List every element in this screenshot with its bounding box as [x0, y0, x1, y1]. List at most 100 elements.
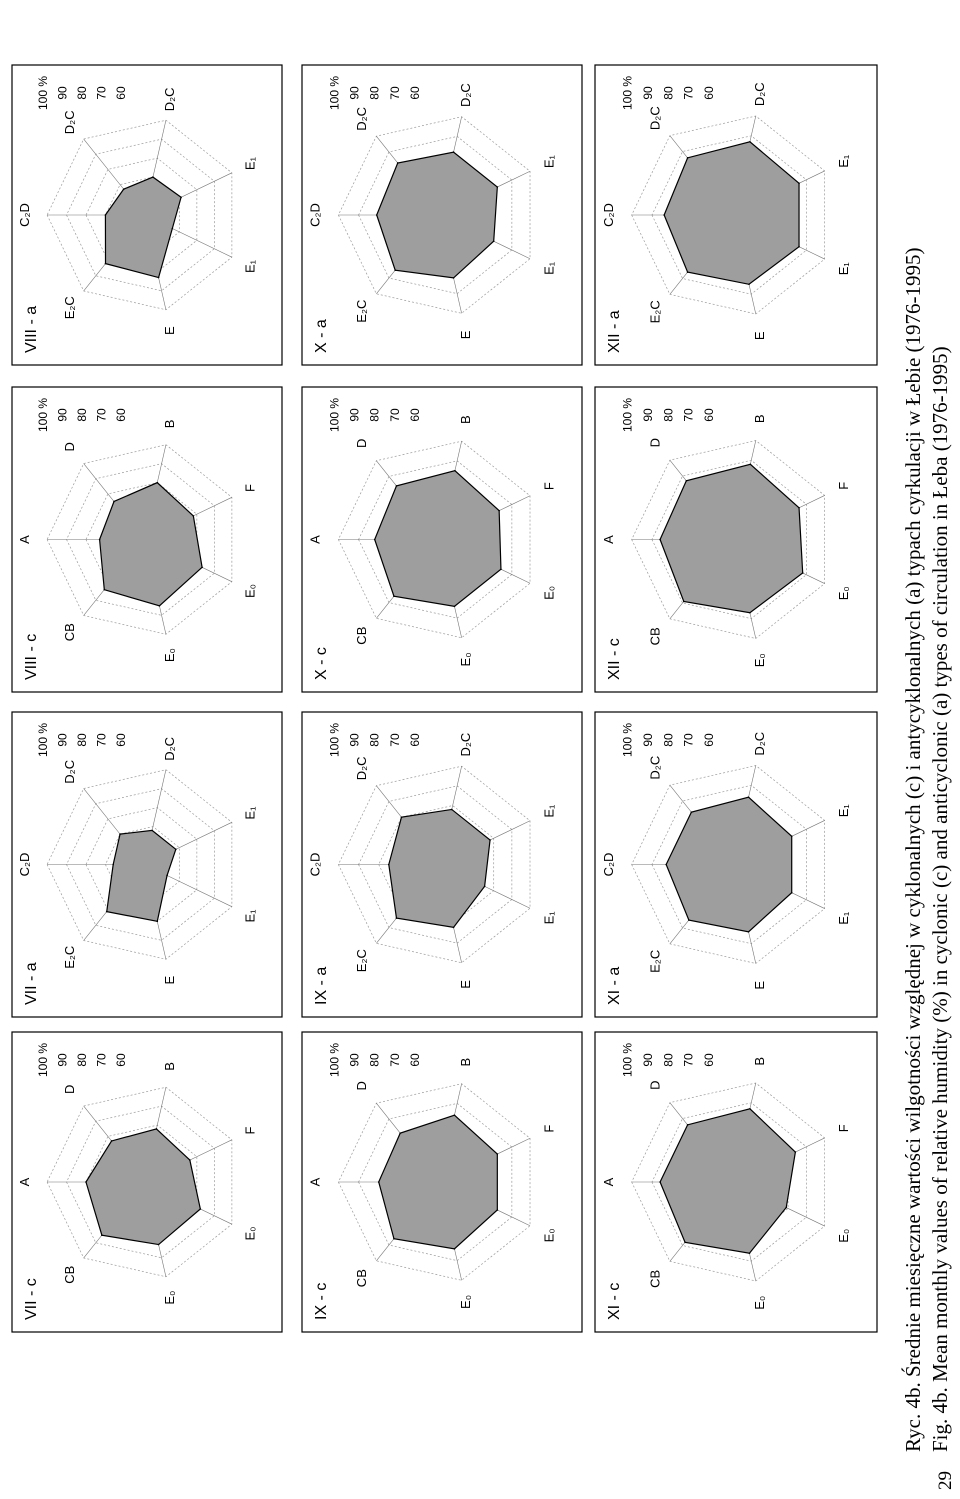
ring-tick-label: 60: [114, 86, 128, 100]
axis-label: E₀: [836, 1229, 851, 1243]
data-point: [151, 829, 153, 832]
axis-label: C₂D: [601, 853, 616, 877]
panel-title: IX - c: [313, 1283, 330, 1320]
radar-panel: 60 70 80 90 100 % A CB E₀ E₀ F B D XII - c: [594, 386, 878, 693]
data-point: [683, 600, 685, 603]
ring-tick-label: 70: [682, 408, 696, 422]
ring-tick-label: 100 %: [621, 723, 635, 757]
data-point: [794, 1151, 797, 1153]
data-point: [399, 1132, 402, 1134]
ring-tick-label: 80: [75, 408, 89, 422]
data-point: [688, 919, 690, 921]
ring-tick-label: 60: [408, 1053, 422, 1067]
data-point: [749, 1107, 751, 1110]
ring-tick-label: 60: [114, 1053, 128, 1067]
axis-label: F: [243, 484, 258, 492]
axis-label: CB: [354, 627, 369, 645]
axis-label: D₂C: [647, 106, 662, 130]
ring-tick-label: 90: [348, 733, 362, 747]
data-point: [156, 481, 159, 484]
axis-label: D₂C: [62, 760, 77, 784]
data-point: [798, 182, 800, 185]
data-point: [749, 611, 751, 614]
data-point: [801, 572, 804, 574]
ring-tick-label: 60: [408, 733, 422, 747]
data-point: [104, 262, 107, 265]
axis-label: E₀: [541, 586, 556, 600]
data-point: [400, 816, 403, 819]
axis-label: C₂D: [601, 203, 616, 227]
caption-english: Fig. 4b. Mean monthly values of relative…: [928, 346, 952, 1452]
data-point: [113, 500, 115, 503]
grid-ring: [631, 115, 825, 315]
axis-label: E₀: [541, 1228, 556, 1242]
grid-ring: [85, 1124, 198, 1240]
axis-label: E₀: [243, 1226, 258, 1240]
ring-tick-label: 90: [56, 408, 70, 422]
data-point: [663, 214, 665, 216]
axis-label: E: [162, 326, 177, 335]
data-point: [496, 1209, 499, 1211]
ring-tick-label: 80: [75, 86, 89, 100]
data-polygon: [85, 1128, 202, 1246]
ring-tick-label: 90: [56, 86, 70, 100]
axis-label: E₁: [243, 259, 258, 273]
ring-tick-label: 100 %: [327, 723, 341, 757]
ring-tick-label: 100 %: [327, 76, 341, 110]
ring-tick-label: 80: [368, 408, 382, 422]
axis-label: E₀: [162, 1291, 177, 1305]
panel-title: VII - a: [23, 962, 40, 1005]
ring-tick-label: 90: [348, 86, 362, 100]
ring-tick-label: 100 %: [621, 398, 635, 432]
data-point: [790, 891, 793, 894]
ring-tick-label: 100 %: [36, 1043, 50, 1077]
grid-ring: [358, 460, 513, 619]
ring-tick-label: 70: [388, 408, 402, 422]
axis-label: E: [458, 980, 473, 989]
data-point: [748, 283, 750, 286]
ring-tick-label: 70: [682, 1053, 696, 1067]
axis-label: F: [836, 1124, 851, 1132]
data-point: [171, 227, 174, 230]
axis-label: D₂C: [752, 732, 767, 756]
axis-label: E₁: [243, 909, 258, 923]
radar-panel: 60 70 80 90 100 % A CB E₀ E₀ F B D VIII - c: [11, 386, 283, 693]
ring-tick-label: 100 %: [621, 1043, 635, 1077]
axis-label: D: [647, 438, 662, 447]
data-point: [686, 271, 689, 273]
ring-tick-label: 100 %: [327, 1043, 341, 1077]
data-polygon: [659, 463, 804, 614]
axis-label: E: [458, 330, 473, 339]
ring-tick-label: 80: [368, 733, 382, 747]
data-point: [375, 214, 378, 216]
ring-tick-label: 90: [348, 408, 362, 422]
axis-label: E₁: [541, 155, 556, 169]
data-point: [394, 269, 397, 271]
axis-label: A: [17, 1177, 32, 1186]
ring-tick-label: 70: [682, 86, 696, 100]
data-point: [175, 848, 177, 851]
data-point: [454, 469, 456, 472]
ring-tick-label: 90: [641, 1053, 655, 1067]
grid-ring: [46, 769, 233, 960]
data-polygon: [98, 481, 203, 607]
data-point: [489, 839, 491, 841]
grid-ring: [66, 138, 215, 292]
data-point: [749, 463, 752, 466]
data-point: [103, 588, 106, 591]
axis-label: D₂C: [162, 737, 177, 761]
data-point: [189, 1159, 191, 1161]
data-point: [450, 808, 453, 811]
data-point: [377, 1181, 380, 1183]
grid-ring: [631, 1082, 825, 1282]
data-point: [110, 1140, 113, 1142]
axis-label: E: [752, 981, 767, 990]
axis-label: D: [354, 1081, 369, 1090]
grid-ring: [631, 440, 825, 639]
data-point: [747, 931, 750, 933]
data-point: [453, 1114, 456, 1116]
axis-label: E₀: [752, 653, 767, 667]
axis-label: CB: [62, 623, 77, 641]
axis-label: F: [836, 482, 851, 490]
